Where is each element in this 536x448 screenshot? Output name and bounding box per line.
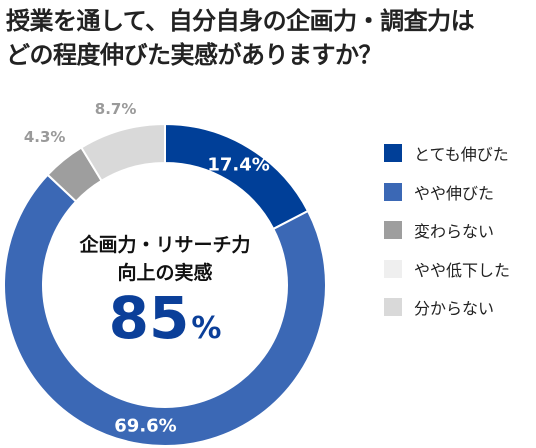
legend-label: やや低下した [414, 260, 511, 280]
legend-item-unchanged: 変わらない [384, 219, 534, 241]
legend-swatch [384, 182, 402, 201]
chart-title-line-2: どの程度伸びた実感がありますか？ [6, 41, 383, 69]
legend-swatch [384, 144, 402, 162]
legend-label: とても伸びた [414, 145, 509, 164]
legend-item-grew: やや伸びた [384, 181, 534, 203]
center-value-number: 85 [109, 284, 190, 352]
donut-center: 企画力・リサーチ力 向上の実感 85% [78, 233, 250, 352]
legend-item-declined: やや低下した [384, 258, 534, 280]
center-label-line-1: 企画力・リサーチ力 [78, 233, 250, 256]
legend-item-unknown: 分からない [384, 296, 534, 318]
donut-slice-very-grew [164, 122, 310, 231]
legend-label: 分からない [414, 299, 495, 318]
slice-label-unchanged: 4.3% [24, 128, 66, 146]
center-value: 85% [109, 284, 222, 352]
chart-title: 授業を通して、自分自身の企画力・調査力は どの程度伸びた実感がありますか？ [6, 4, 532, 72]
center-value-unit: % [191, 311, 221, 346]
legend-label: 変わらない [414, 222, 495, 241]
chart-title-line-1: 授業を通して、自分自身の企画力・調査力は [6, 7, 475, 35]
center-label-line-2: 向上の実感 [117, 261, 212, 284]
legend-swatch [384, 221, 402, 239]
slice-label-very-grew: 17.4% [207, 155, 269, 176]
slice-label-grew: 69.6% [114, 416, 176, 437]
legend-swatch [384, 298, 402, 316]
legend-swatch [384, 259, 402, 278]
legend-label: やや伸びた [414, 183, 495, 203]
donut-slice-unknown [79, 122, 166, 183]
donut-slice-labels: 17.4% 69.6% 4.3% 8.7% [24, 100, 270, 436]
legend-item-very-grew: とても伸びた [384, 142, 534, 164]
donut-slices [3, 122, 327, 447]
legend: とても伸びた やや伸びた変わらないやや低下した 分からない [384, 142, 534, 335]
slice-label-unknown: 8.7% [95, 100, 137, 118]
donut-slice-grew [3, 173, 327, 447]
